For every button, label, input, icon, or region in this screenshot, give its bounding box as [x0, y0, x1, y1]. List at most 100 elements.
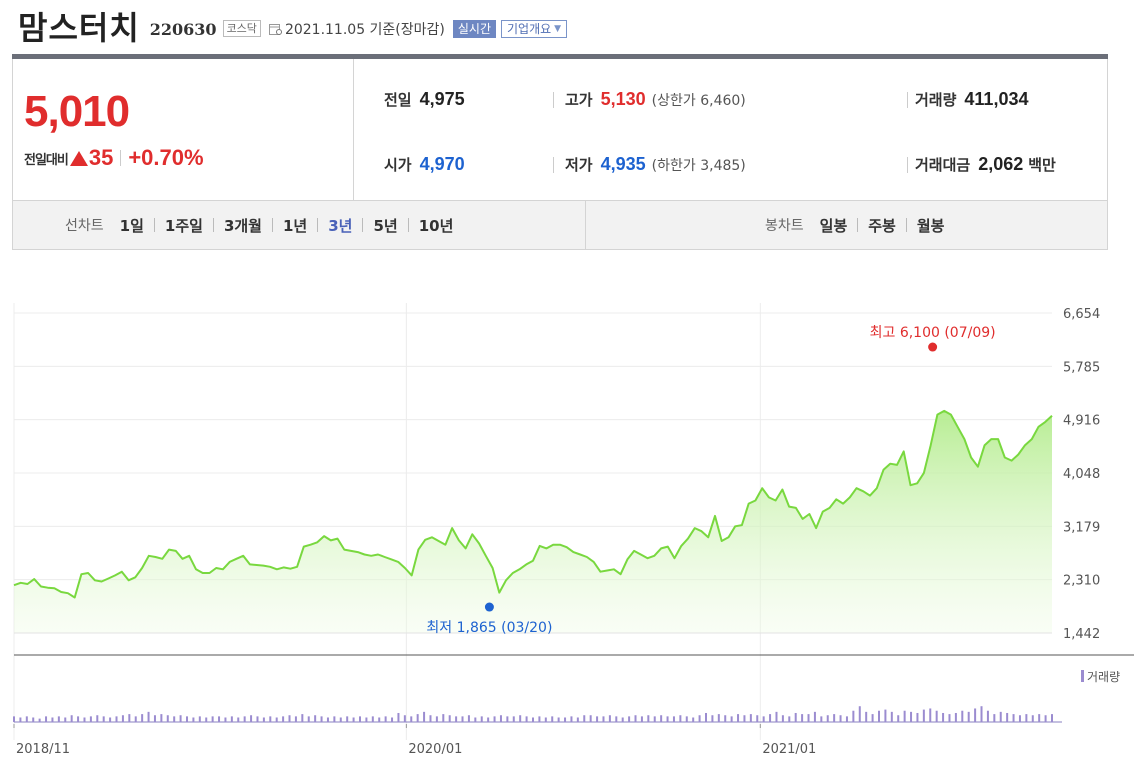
y-tick-label: 4,048 [1063, 467, 1100, 482]
volume-bar [64, 717, 67, 722]
prev-close-value: 4,975 [419, 89, 465, 109]
volume-bar [19, 717, 22, 722]
company-info-dropdown[interactable]: 기업개요 ▼ [501, 19, 568, 38]
period-3m[interactable]: 3개월 [223, 216, 262, 235]
volume-bar [32, 717, 35, 722]
volume-bar [128, 714, 131, 722]
volume-bar [967, 711, 970, 722]
volume-bar [666, 716, 669, 722]
volume-bar [858, 706, 861, 722]
volume-bar [717, 714, 720, 722]
period-10y[interactable]: 10년 [418, 216, 454, 235]
stock-code: 220630 [149, 19, 217, 39]
volume-bar [532, 717, 534, 722]
company-name: 맘스터치 [18, 9, 140, 47]
volume-bar [435, 716, 438, 722]
min-marker [484, 602, 494, 612]
volume-bar [391, 717, 394, 722]
max-label: 최고 6,100 (07/09) [870, 325, 996, 341]
line-chart-label: 선차트 [65, 218, 104, 234]
volume-bar [794, 712, 797, 722]
realtime-button[interactable]: 실시간 [452, 19, 496, 38]
volume-bar [711, 715, 714, 722]
volume-bar [51, 717, 54, 722]
volume-bar [781, 715, 784, 722]
volume-bar [608, 715, 611, 722]
volume-bar [871, 714, 874, 722]
lower-limit: (하한가 3,485) [651, 158, 746, 174]
volume-bar [1018, 715, 1021, 722]
volume-bar [474, 717, 477, 722]
volume-bar [416, 714, 419, 722]
volume-bar [705, 712, 707, 722]
volume-bar [583, 715, 586, 722]
volume-bar [698, 715, 701, 722]
volume-bar [852, 710, 855, 722]
volume-bar [499, 715, 502, 722]
volume-bar [762, 716, 765, 722]
volume-bar [365, 717, 368, 722]
company-info-label: 기업개요 [507, 21, 552, 36]
volume-bar [198, 716, 201, 722]
upper-limit: (상한가 6,460) [651, 93, 746, 109]
volume-bar [121, 715, 124, 722]
divider [857, 218, 859, 232]
divider [362, 218, 364, 232]
volume-bar [660, 715, 663, 722]
period-1w[interactable]: 1주일 [164, 216, 203, 235]
price-cell: 5,010 전일대비 35 +0.70% [13, 59, 354, 200]
volume-bar [1006, 712, 1009, 722]
volume-legend-label: 거래량 [1087, 670, 1120, 684]
period-1y[interactable]: 1년 [282, 216, 308, 235]
volume-bar [230, 716, 233, 722]
volume-bar [615, 716, 618, 722]
low-label: 저가 [565, 156, 593, 174]
volume-bar [423, 711, 426, 722]
volume-bar [205, 717, 208, 722]
candle-monthly[interactable]: 월봉 [916, 216, 945, 235]
period-5y[interactable]: 5년 [373, 216, 398, 235]
volume-bar [186, 716, 188, 722]
volume-bar [897, 715, 900, 722]
min-label: 최저 1,865 (03/20) [426, 620, 552, 636]
period-bar-divider [585, 201, 586, 249]
volume-bar [999, 711, 1002, 722]
volume-bar [448, 715, 451, 722]
period-1d[interactable]: 1일 [119, 216, 144, 235]
volume-bar [25, 716, 28, 722]
volume-bar [570, 716, 573, 722]
volume-bar [166, 715, 169, 722]
amount-unit: 백만 [1028, 156, 1056, 174]
x-tick-label: 2018/11 [16, 742, 70, 757]
price-area [14, 410, 1052, 633]
volume-bar [339, 717, 342, 722]
max-marker [928, 342, 938, 352]
volume-bar [57, 716, 60, 722]
volume-bar [314, 715, 317, 722]
volume-bar [1051, 714, 1053, 722]
volume-bar [929, 708, 932, 722]
volume-bar [378, 717, 381, 722]
line-chart-periods: 선차트 1일 1주일 3개월 1년 3년 5년 10년 [65, 201, 453, 249]
volume-bar [442, 714, 445, 722]
volume-bar [346, 716, 349, 722]
price-line [13, 409, 1053, 599]
candle-weekly[interactable]: 주봉 [868, 216, 896, 235]
volume-bar [1038, 714, 1041, 722]
volume-bar [371, 716, 374, 722]
volume-bar [980, 706, 983, 722]
volume-bar [576, 717, 579, 722]
volume-bar [275, 717, 278, 722]
prev-close-label: 전일 [384, 91, 412, 109]
low-value: 4,935 [600, 154, 646, 174]
divider [212, 218, 214, 232]
volume-value: 411,034 [964, 89, 1029, 109]
period-3y[interactable]: 3년 [328, 216, 353, 235]
candle-daily[interactable]: 일봉 [819, 216, 848, 235]
high-value: 5,130 [600, 89, 646, 109]
volume-bar [70, 715, 73, 722]
volume-bar [397, 712, 400, 722]
volume-bar [813, 711, 816, 722]
change-percent: +0.70% [128, 145, 204, 170]
volume-bar [647, 715, 650, 722]
